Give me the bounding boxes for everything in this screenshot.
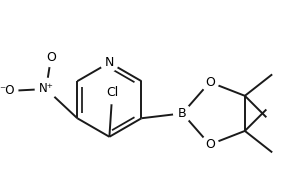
Circle shape: [42, 49, 60, 67]
Text: ⁻O: ⁻O: [0, 84, 15, 97]
Circle shape: [102, 82, 123, 104]
Text: O: O: [205, 76, 215, 89]
Text: Cl: Cl: [106, 86, 119, 99]
Circle shape: [35, 78, 57, 100]
Circle shape: [201, 136, 218, 153]
Text: B: B: [178, 107, 187, 120]
Text: N: N: [105, 56, 114, 69]
Circle shape: [0, 82, 18, 100]
Circle shape: [174, 105, 191, 122]
Text: O: O: [46, 51, 56, 64]
Circle shape: [201, 73, 218, 91]
Text: O: O: [205, 138, 215, 151]
Text: N⁺: N⁺: [39, 82, 53, 95]
Circle shape: [101, 54, 118, 72]
